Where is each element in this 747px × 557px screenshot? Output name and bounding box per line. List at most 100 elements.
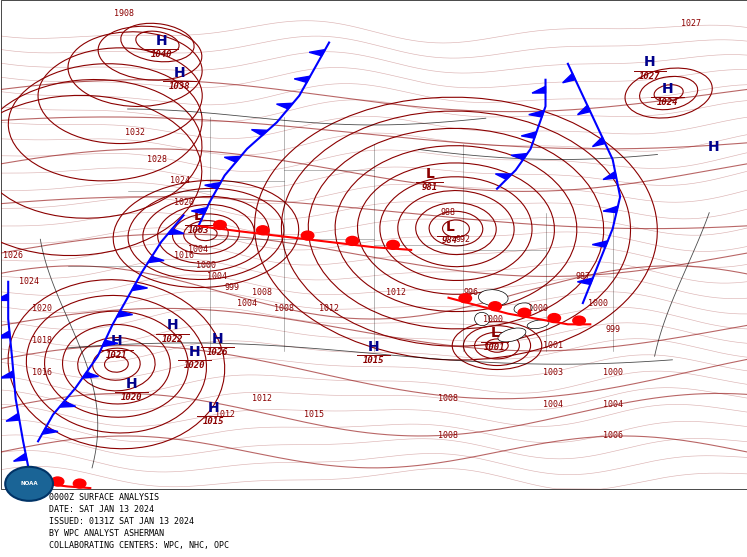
- Polygon shape: [521, 132, 536, 138]
- Polygon shape: [252, 130, 268, 135]
- Polygon shape: [102, 340, 118, 346]
- Text: 1008: 1008: [438, 432, 459, 441]
- Text: L: L: [194, 209, 203, 223]
- Polygon shape: [13, 453, 27, 461]
- Polygon shape: [0, 294, 8, 300]
- Text: 1004: 1004: [188, 246, 208, 255]
- Polygon shape: [294, 76, 310, 82]
- Text: H: H: [661, 82, 673, 96]
- Circle shape: [548, 314, 560, 323]
- Polygon shape: [148, 257, 164, 263]
- Polygon shape: [205, 183, 220, 189]
- Text: 987: 987: [575, 272, 590, 281]
- Text: 1004: 1004: [603, 399, 623, 409]
- Polygon shape: [1, 371, 13, 378]
- Polygon shape: [131, 285, 148, 291]
- Polygon shape: [42, 428, 58, 434]
- Polygon shape: [511, 154, 527, 159]
- Polygon shape: [309, 50, 325, 56]
- Text: 981: 981: [422, 183, 438, 192]
- Text: 1032: 1032: [125, 129, 145, 138]
- Text: 1018: 1018: [32, 336, 52, 345]
- Text: 1027: 1027: [681, 19, 701, 28]
- Text: 992: 992: [456, 234, 471, 244]
- Text: 1020: 1020: [32, 304, 52, 313]
- Text: 1024: 1024: [170, 176, 190, 185]
- Text: H: H: [707, 140, 719, 154]
- Text: NOAA: NOAA: [20, 481, 38, 486]
- Text: 996: 996: [463, 288, 478, 297]
- Text: 1000: 1000: [528, 304, 548, 313]
- Ellipse shape: [514, 303, 533, 314]
- Text: 1012: 1012: [214, 410, 235, 419]
- Text: 1000: 1000: [196, 261, 216, 270]
- Text: 1012: 1012: [319, 304, 339, 313]
- Polygon shape: [82, 372, 99, 378]
- Polygon shape: [167, 228, 184, 234]
- Text: H: H: [111, 334, 123, 348]
- Text: 1021: 1021: [105, 351, 127, 360]
- Polygon shape: [191, 208, 207, 214]
- Polygon shape: [592, 241, 608, 247]
- Text: 1008: 1008: [252, 288, 272, 297]
- Circle shape: [346, 236, 359, 246]
- Text: 1038: 1038: [169, 82, 190, 91]
- Polygon shape: [532, 86, 545, 93]
- Circle shape: [5, 467, 53, 501]
- Polygon shape: [562, 74, 575, 83]
- Text: 1012: 1012: [386, 288, 406, 297]
- Text: 1000: 1000: [588, 299, 608, 307]
- Text: 999: 999: [605, 325, 620, 334]
- Text: H: H: [189, 345, 201, 359]
- Text: 1003: 1003: [543, 368, 563, 377]
- Text: 1000: 1000: [603, 368, 623, 377]
- Ellipse shape: [478, 290, 508, 306]
- Circle shape: [573, 316, 586, 325]
- Polygon shape: [276, 103, 293, 109]
- Text: 1004: 1004: [237, 299, 257, 307]
- Circle shape: [489, 302, 501, 311]
- Text: 1026: 1026: [206, 348, 228, 357]
- Text: 1015: 1015: [363, 356, 385, 365]
- Text: L: L: [445, 220, 454, 234]
- Text: 1908: 1908: [114, 9, 134, 18]
- Text: 1020: 1020: [120, 393, 142, 402]
- Polygon shape: [592, 137, 605, 146]
- Circle shape: [214, 221, 226, 229]
- Text: 1027: 1027: [639, 71, 661, 81]
- Text: 999: 999: [225, 282, 240, 292]
- Polygon shape: [603, 172, 616, 179]
- Text: 1016: 1016: [32, 368, 52, 377]
- Ellipse shape: [474, 312, 489, 326]
- Text: H: H: [644, 55, 656, 69]
- Text: 1015: 1015: [202, 417, 224, 426]
- Text: 1024: 1024: [657, 98, 678, 107]
- Text: 1020: 1020: [173, 198, 193, 207]
- Text: 1015: 1015: [304, 410, 324, 419]
- Text: H: H: [125, 377, 137, 391]
- Ellipse shape: [527, 320, 549, 329]
- Text: H: H: [155, 34, 167, 48]
- Circle shape: [387, 241, 400, 250]
- Polygon shape: [577, 105, 590, 115]
- Text: 1012: 1012: [252, 394, 272, 403]
- Text: 984: 984: [442, 236, 458, 245]
- Text: H: H: [208, 401, 219, 415]
- Text: 1000: 1000: [483, 315, 503, 324]
- Polygon shape: [6, 413, 19, 421]
- Text: 1004: 1004: [207, 272, 227, 281]
- Text: H: H: [211, 331, 223, 346]
- Text: 1024: 1024: [19, 277, 39, 286]
- Ellipse shape: [498, 328, 526, 342]
- Text: 1026: 1026: [3, 251, 22, 260]
- Text: H: H: [368, 340, 379, 354]
- Text: 1020: 1020: [184, 361, 205, 370]
- Text: H: H: [167, 319, 179, 333]
- Circle shape: [34, 473, 46, 482]
- Text: 1004: 1004: [543, 399, 563, 409]
- Text: 1001: 1001: [543, 341, 563, 350]
- FancyBboxPatch shape: [1, 0, 747, 489]
- Circle shape: [73, 479, 86, 488]
- Text: 1008: 1008: [438, 394, 459, 403]
- Text: 1016: 1016: [173, 251, 193, 260]
